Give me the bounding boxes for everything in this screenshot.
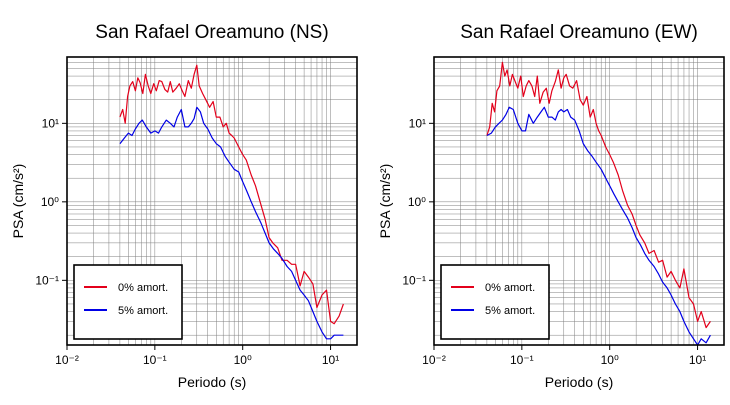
y-tick-label: 10⁻¹ bbox=[35, 273, 59, 287]
series-line-red bbox=[119, 64, 344, 325]
series-line-red bbox=[486, 61, 711, 329]
plot-frame bbox=[433, 56, 725, 346]
legend: 0% amort. 5% amort. bbox=[73, 264, 183, 340]
x-tick-label: 10⁰ bbox=[601, 353, 619, 367]
x-tick-label: 10¹ bbox=[689, 353, 706, 367]
legend-label: 0% amort. bbox=[118, 282, 168, 294]
x-tick-label: 10¹ bbox=[322, 353, 339, 367]
x-tick-label: 10⁻² bbox=[422, 353, 446, 367]
y-tick-label: 10¹ bbox=[409, 116, 426, 130]
legend-label: 0% amort. bbox=[485, 282, 535, 294]
plot-frame bbox=[66, 56, 358, 346]
series-line-blue bbox=[486, 106, 711, 346]
chart-title: San Rafael Oreamuno (NS) bbox=[95, 22, 328, 43]
legend-label: 5% amort. bbox=[118, 305, 168, 317]
chart-panel-1: 10⁻² 10⁻¹ 10⁰ 10¹ 10⁻¹ 10⁰ 10¹ San Rafael Oream… bbox=[10, 22, 358, 390]
y-tick-label: 10⁰ bbox=[408, 195, 426, 209]
x-axis-label: Periodo (s) bbox=[178, 374, 246, 390]
y-tick-label: 10⁻¹ bbox=[402, 273, 426, 287]
x-tick-label: 10⁻² bbox=[55, 353, 79, 367]
legend-box bbox=[73, 264, 183, 340]
x-tick-label: 10⁻¹ bbox=[143, 353, 167, 367]
chart-title: San Rafael Oreamuno (EW) bbox=[460, 22, 698, 43]
x-tick-label: 10⁻¹ bbox=[510, 353, 534, 367]
legend: 0% amort. 5% amort. bbox=[440, 264, 550, 340]
y-axis-label: PSA (cm/s²) bbox=[377, 164, 393, 239]
y-tick-label: 10⁰ bbox=[41, 195, 59, 209]
x-axis-label: Periodo (s) bbox=[545, 374, 613, 390]
y-axis-label: PSA (cm/s²) bbox=[10, 164, 26, 239]
chart-panel-2: 10⁻² 10⁻¹ 10⁰ 10¹ 10⁻¹ 10⁰ 10¹ San Rafael Oream… bbox=[377, 22, 725, 390]
series-line-blue bbox=[119, 106, 344, 340]
y-tick-label: 10¹ bbox=[42, 116, 59, 130]
x-tick-label: 10⁰ bbox=[234, 353, 252, 367]
legend-label: 5% amort. bbox=[485, 305, 535, 317]
legend-box bbox=[440, 264, 550, 340]
